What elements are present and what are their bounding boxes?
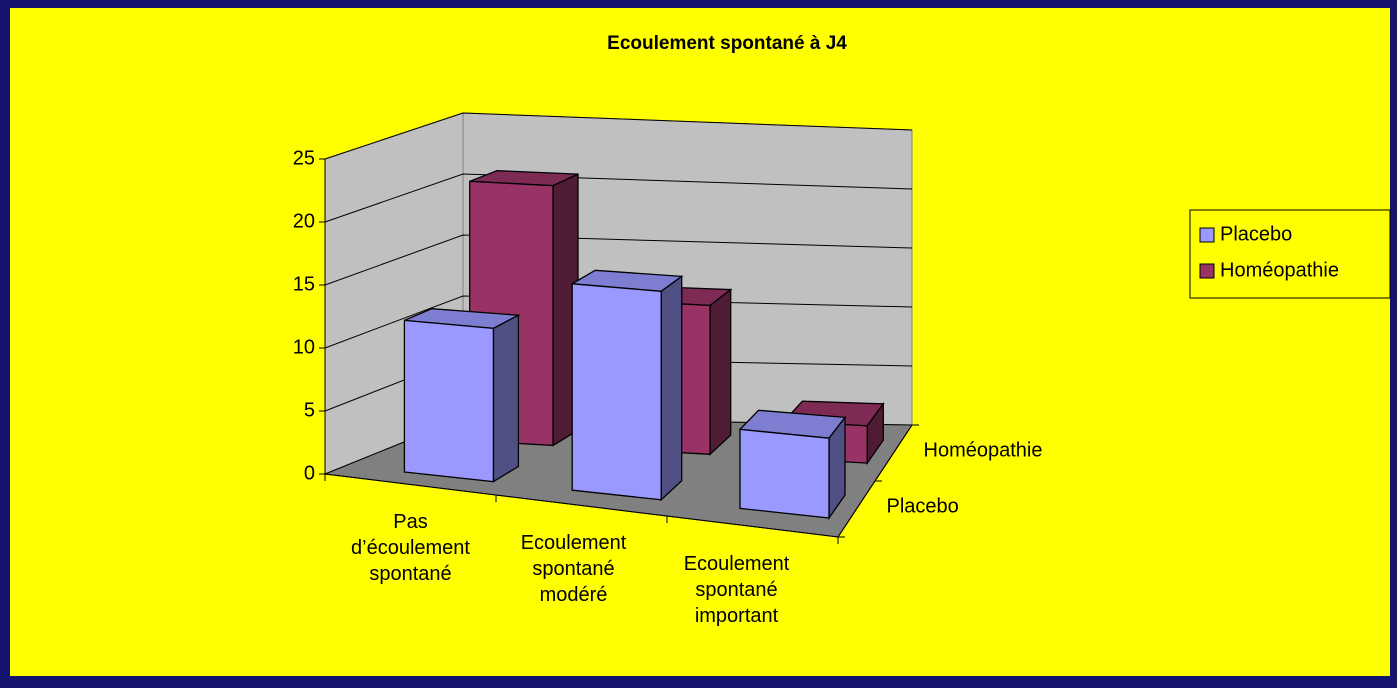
x-tick-label: Ecoulement spontané modéré — [520, 531, 627, 606]
bar-front — [739, 428, 830, 519]
legend-label: Homéopathie — [1220, 259, 1339, 281]
grid-line — [324, 295, 913, 349]
bar — [403, 308, 521, 483]
depth-label: Homéopathie — [924, 439, 1043, 461]
bar-side — [660, 275, 683, 502]
bar — [570, 269, 684, 502]
y-tick-label: 0 — [304, 462, 315, 484]
chart-title: Ecoulement spontané à J4 — [607, 33, 847, 54]
bar-front — [403, 319, 495, 483]
y-tick-label: 20 — [293, 210, 315, 232]
legend-label: Placebo — [1220, 223, 1292, 245]
y-tick-label: 5 — [304, 399, 315, 421]
x-tick-label: Pas d’écoulement spontané — [351, 510, 470, 585]
y-tick-label: 15 — [293, 273, 315, 295]
legend-swatch — [1199, 263, 1215, 279]
y-tick-label: 25 — [293, 147, 315, 169]
bar-side — [709, 288, 732, 456]
bar-side — [492, 314, 520, 483]
depth-label: Placebo — [887, 495, 959, 517]
grid-line — [324, 234, 913, 286]
legend-swatch — [1199, 227, 1215, 243]
grid-line — [324, 173, 913, 223]
bar-front — [571, 283, 662, 501]
y-tick-label: 10 — [293, 336, 315, 358]
grid-line — [324, 112, 913, 160]
x-tick-label: Ecoulement spontané important — [683, 552, 790, 627]
legend-box — [1189, 209, 1391, 299]
bar — [738, 409, 847, 521]
x-axis — [324, 473, 839, 538]
